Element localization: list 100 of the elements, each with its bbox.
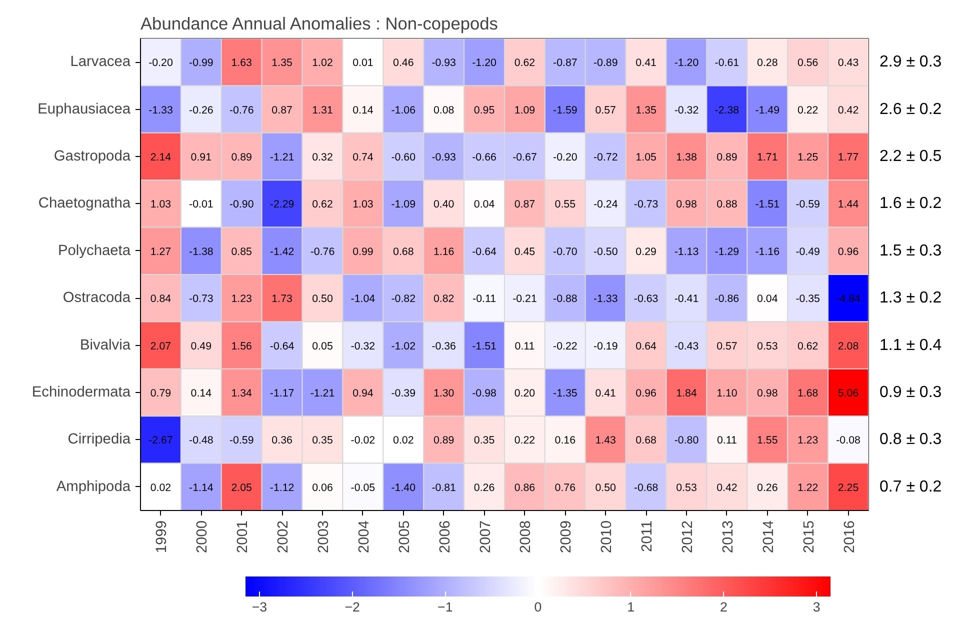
y2-tick-label: 0.7 ± 0.2 xyxy=(880,478,942,496)
data-label: -1.13 xyxy=(674,246,699,258)
data-label: -1.06 xyxy=(391,104,416,116)
data-label: -0.35 xyxy=(796,293,820,306)
y2-tick-label: 1.5 ± 0.3 xyxy=(880,242,942,260)
data-label: 1.22 xyxy=(797,482,818,494)
data-label: 0.98 xyxy=(757,388,778,400)
y2-tick-label: 2.6 ± 0.2 xyxy=(880,100,942,118)
color-bar-label: 3 xyxy=(812,600,820,614)
data-label: 0.41 xyxy=(595,388,616,400)
y2-tick-label: 1.1 ± 0.4 xyxy=(880,336,942,354)
data-label: -0.41 xyxy=(674,293,699,306)
data-label: -1.33 xyxy=(593,293,618,306)
data-label: -0.66 xyxy=(472,152,496,164)
data-label: 0.98 xyxy=(676,198,697,211)
y-tick-label: Euphausiacea xyxy=(38,101,132,118)
data-label: -0.05 xyxy=(350,482,376,494)
data-label: 0.35 xyxy=(474,434,495,447)
data-label: -1.38 xyxy=(189,246,214,258)
data-label: -0.86 xyxy=(714,293,740,306)
data-label: 0.96 xyxy=(636,388,656,400)
data-label: 1.27 xyxy=(150,246,172,258)
y2-tick-label: 1.6 ± 0.2 xyxy=(880,195,942,212)
data-label: -1.21 xyxy=(270,152,294,164)
data-label: -0.80 xyxy=(674,434,699,447)
x-tick-label: 2014 xyxy=(760,520,777,554)
data-label: 0.22 xyxy=(514,434,536,447)
data-label: -1.40 xyxy=(391,482,416,494)
data-label: -1.33 xyxy=(148,104,173,116)
data-label: 2.05 xyxy=(231,482,252,494)
data-label: 0.50 xyxy=(312,293,333,306)
data-label: -1.02 xyxy=(391,340,416,352)
data-label: 1.56 xyxy=(231,340,252,352)
y-tick-label: Gastropoda xyxy=(54,148,132,164)
data-label: -1.35 xyxy=(553,388,578,400)
data-label: 0.84 xyxy=(150,293,172,306)
data-label: -0.01 xyxy=(189,198,214,211)
data-label: -0.11 xyxy=(472,293,496,306)
y2-tick-label: 0.8 ± 0.3 xyxy=(880,431,942,448)
data-label: -0.08 xyxy=(836,434,860,447)
data-label: 1.71 xyxy=(757,152,778,164)
data-label: 0.41 xyxy=(636,57,656,70)
data-label: 0.32 xyxy=(312,152,333,164)
data-label: 0.68 xyxy=(636,434,656,447)
data-label: -0.02 xyxy=(350,434,376,447)
x-tick-label: 2010 xyxy=(599,520,616,554)
x-tick-label: 2004 xyxy=(356,520,372,554)
x-tick-label: 2011 xyxy=(640,520,656,552)
data-label: 0.87 xyxy=(272,104,292,116)
data-label: 5.06 xyxy=(838,388,859,400)
data-label: -0.26 xyxy=(189,104,214,116)
data-label: -0.89 xyxy=(593,57,618,70)
data-label: -1.51 xyxy=(472,340,496,352)
data-label: 0.49 xyxy=(190,340,212,352)
data-label: -0.61 xyxy=(714,57,740,70)
data-label: -0.67 xyxy=(512,152,537,164)
data-label: 0.45 xyxy=(514,246,536,258)
data-label: 0.02 xyxy=(393,434,414,447)
data-label: 0.82 xyxy=(433,293,454,306)
data-label: -0.24 xyxy=(593,198,618,211)
data-label: -0.39 xyxy=(391,388,416,400)
data-label: 0.53 xyxy=(757,340,778,352)
data-label: -1.20 xyxy=(472,57,496,70)
data-label: 0.42 xyxy=(716,482,738,494)
data-label: 0.16 xyxy=(554,434,576,447)
data-label: -0.21 xyxy=(512,293,537,306)
data-label: 0.46 xyxy=(393,57,414,70)
data-label: -0.98 xyxy=(472,388,496,400)
data-label: -0.36 xyxy=(432,340,456,352)
data-label: -0.68 xyxy=(634,482,658,494)
data-label: 1.43 xyxy=(595,434,616,447)
data-label: 0.50 xyxy=(595,482,616,494)
data-label: -0.32 xyxy=(674,104,699,116)
data-label: 0.42 xyxy=(838,104,859,116)
data-label: 0.56 xyxy=(797,57,818,70)
y-tick-label: Larvacea xyxy=(70,54,132,70)
color-bar-label: −2 xyxy=(344,600,360,614)
data-label: 0.36 xyxy=(272,434,292,447)
x-tick-label: 1999 xyxy=(154,520,170,554)
data-label: -0.59 xyxy=(229,434,254,447)
data-label: -1.14 xyxy=(189,482,214,494)
data-label: 1.25 xyxy=(797,152,818,164)
data-label: 1.68 xyxy=(797,388,818,400)
data-label: -1.21 xyxy=(310,388,335,400)
data-label: 0.22 xyxy=(797,104,818,116)
data-label: -0.93 xyxy=(432,152,456,164)
data-label: 0.55 xyxy=(554,198,576,211)
data-label: 0.89 xyxy=(716,152,738,164)
data-label: 0.96 xyxy=(838,246,859,258)
y-tick-label: Amphipoda xyxy=(56,478,132,495)
data-label: -0.63 xyxy=(634,293,658,306)
data-label: 0.02 xyxy=(150,482,172,494)
data-label: 1.30 xyxy=(433,388,454,400)
data-label: -0.99 xyxy=(189,57,214,70)
x-tick-label: 2003 xyxy=(316,520,332,554)
data-label: 1.09 xyxy=(514,104,536,116)
data-label: -0.48 xyxy=(189,434,214,447)
data-label: -1.49 xyxy=(755,104,780,116)
data-label: -1.09 xyxy=(391,198,416,211)
data-label: -1.17 xyxy=(270,388,294,400)
